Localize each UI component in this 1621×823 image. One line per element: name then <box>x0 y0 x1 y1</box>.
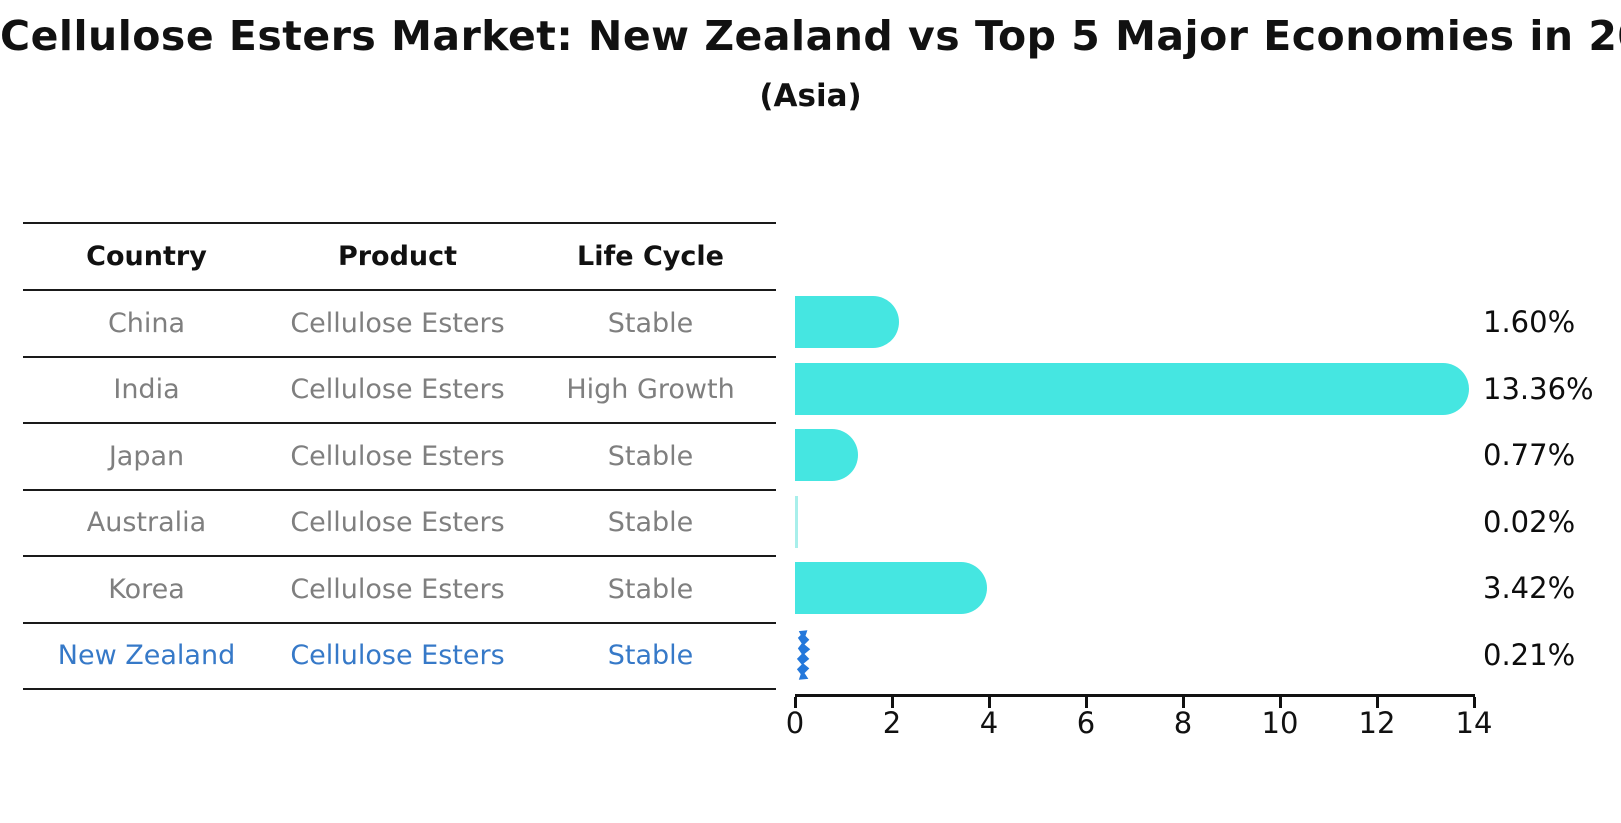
column-header-product: Product <box>337 241 458 272</box>
x-tick-label-6: 6 <box>1076 706 1096 740</box>
x-tick-label-10: 10 <box>1261 706 1299 740</box>
x-axis <box>795 694 1475 697</box>
value-label-korea: 3.42% <box>1483 571 1576 606</box>
cell-lifecycle: Stable <box>607 440 694 472</box>
x-tick-label-14: 14 <box>1455 706 1493 740</box>
value-label-japan: 0.77% <box>1483 438 1576 473</box>
cell-product: Cellulose Esters <box>290 507 505 539</box>
x-tick-mark-12 <box>1375 697 1379 708</box>
bar-india <box>795 362 1469 415</box>
cell-lifecycle: Stable <box>607 573 694 605</box>
x-tick-mark-10 <box>1278 697 1282 708</box>
x-tick-mark-4 <box>987 697 991 708</box>
cell-lifecycle: Stable <box>607 507 694 539</box>
cell-lifecycle: High Growth <box>566 374 735 406</box>
x-tick-label-8: 8 <box>1173 706 1193 740</box>
x-tick-label-4: 4 <box>979 706 999 740</box>
country-table: Country Product Life Cycle China Cellulo… <box>23 222 776 690</box>
value-label-new-zealand: 0.21% <box>1483 637 1576 672</box>
x-tick-mark-2 <box>890 697 894 708</box>
bar-australia <box>795 495 798 548</box>
cell-lifecycle: Stable <box>607 640 694 672</box>
cell-product: Cellulose Esters <box>290 573 505 605</box>
bar-korea <box>795 562 987 615</box>
bar-china <box>795 296 899 349</box>
x-tick-mark-8 <box>1181 697 1185 708</box>
column-header-lifecycle: Life Cycle <box>577 241 724 272</box>
x-tick-label-0: 0 <box>785 706 805 740</box>
value-label-australia: 0.02% <box>1483 504 1576 539</box>
value-label-china: 1.60% <box>1483 305 1576 340</box>
table-row: New Zealand Cellulose Esters Stable <box>23 623 776 689</box>
x-tick-mark-6 <box>1084 697 1088 708</box>
table-row: Australia Cellulose Esters Stable <box>23 490 776 556</box>
bar-new-zealand-sketch <box>796 629 811 680</box>
column-header-country: Country <box>86 241 207 272</box>
chart-title: Cellulose Esters Market: New Zealand vs … <box>0 12 1621 60</box>
table-row: China Cellulose Esters Stable <box>23 290 776 357</box>
cell-country: Japan <box>108 440 185 472</box>
cell-product: Cellulose Esters <box>290 307 505 339</box>
table-row: Korea Cellulose Esters Stable <box>23 556 776 623</box>
cell-country: New Zealand <box>57 640 236 672</box>
x-tick-label-12: 12 <box>1358 706 1396 740</box>
cell-lifecycle: Stable <box>607 307 694 339</box>
cell-country: India <box>113 374 180 406</box>
chart-subtitle: (Asia) <box>759 78 862 114</box>
cell-country: Australia <box>86 507 207 539</box>
x-tick-label-2: 2 <box>882 706 902 740</box>
cell-country: Korea <box>108 573 185 605</box>
table-row: India Cellulose Esters High Growth <box>23 357 776 423</box>
bar-japan <box>795 429 859 482</box>
table-row: Japan Cellulose Esters Stable <box>23 423 776 490</box>
cell-country: China <box>107 307 186 339</box>
table-header-row: Country Product Life Cycle <box>23 223 776 290</box>
x-tick-mark-14 <box>1472 697 1476 708</box>
cell-product: Cellulose Esters <box>290 440 505 472</box>
cell-product: Cellulose Esters <box>290 640 505 672</box>
value-label-india: 13.36% <box>1483 371 1594 406</box>
x-tick-mark-0 <box>793 697 797 708</box>
cell-product: Cellulose Esters <box>290 374 505 406</box>
